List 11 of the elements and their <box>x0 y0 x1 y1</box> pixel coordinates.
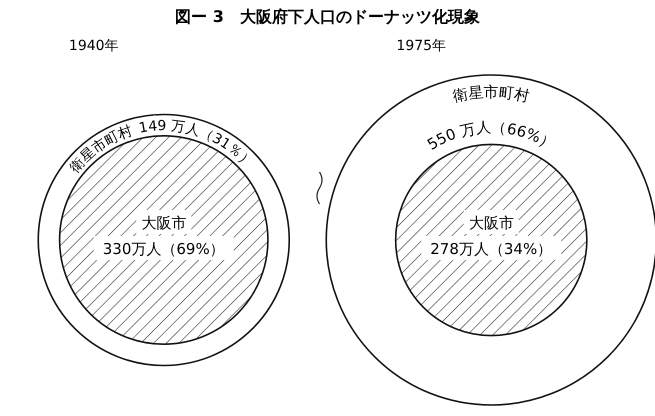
data-label: 278万人（34%） <box>430 240 552 258</box>
data-label: 330万人（69%） <box>102 240 225 258</box>
data-label: 149 万人（31％） <box>138 118 256 172</box>
text: 図ー 3 大阪府下人口のドーナッツ化現象 <box>175 7 480 26</box>
category-label: 衛星市町村 <box>67 123 134 176</box>
data-label: 550 万人（66%） <box>424 118 558 154</box>
category-label: 大阪市 <box>468 214 514 232</box>
category-label: 衛星市町村 <box>451 83 532 106</box>
text: 1975年 <box>396 38 446 54</box>
category-label: 大阪市 <box>141 214 186 232</box>
text: 1940年 <box>68 38 119 54</box>
